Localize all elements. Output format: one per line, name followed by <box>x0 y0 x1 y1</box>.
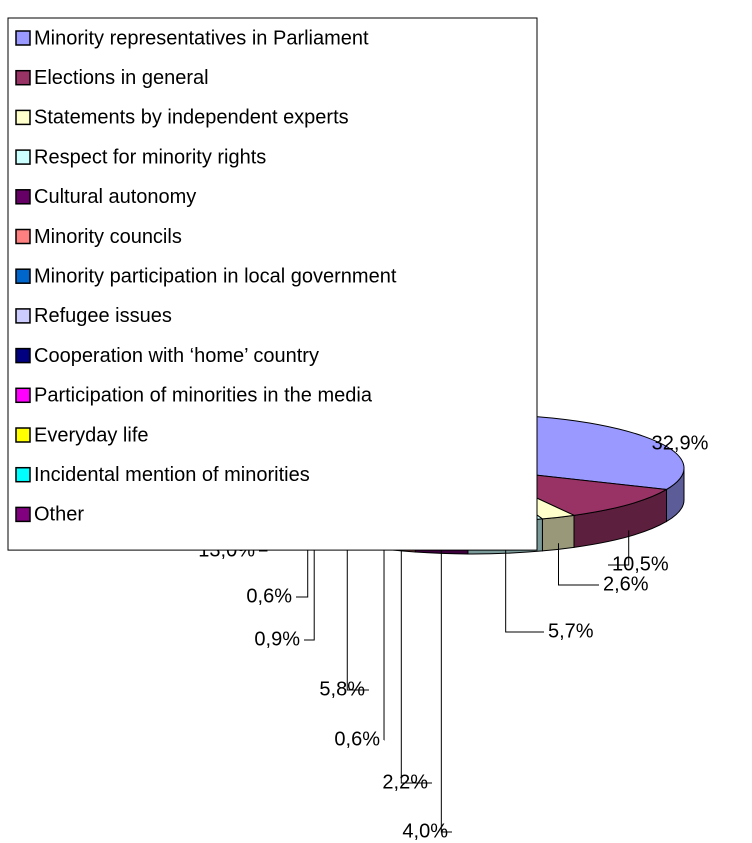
leader-line <box>440 547 452 833</box>
data-label: 2,6% <box>603 573 649 595</box>
data-label: 10,5% <box>612 553 669 575</box>
leader-line <box>346 537 369 691</box>
legend-swatch <box>15 466 31 483</box>
legend-label: Minority councils <box>34 226 182 248</box>
legend-label: Participation of minorities in the media <box>34 385 373 407</box>
data-label: 4,0% <box>402 820 448 842</box>
data-label: 2,2% <box>382 771 428 793</box>
legend-label: Respect for minority rights <box>34 146 266 168</box>
data-label: 0,6% <box>334 728 380 750</box>
legend-box <box>7 17 538 551</box>
legend-label: Incidental mention of minorities <box>34 464 310 486</box>
legend-swatch <box>15 308 31 324</box>
legend-label: Elections in general <box>34 67 209 89</box>
data-label: 32,9% <box>652 432 709 454</box>
legend-label: Minority participation in local governme… <box>34 265 397 287</box>
leader-line <box>400 544 432 784</box>
legend-swatch <box>15 347 31 364</box>
legend-swatch <box>15 149 31 165</box>
legend-label: Statements by independent experts <box>34 107 349 129</box>
legend-label: Other <box>34 504 84 526</box>
leader-line <box>304 530 315 641</box>
data-label: 5,7% <box>548 620 594 642</box>
data-label: 0,6% <box>246 585 292 607</box>
leader-line <box>557 543 599 586</box>
legend-swatch <box>15 109 31 126</box>
legend-swatch <box>15 69 31 86</box>
leader-line <box>296 528 309 598</box>
legend-swatch <box>15 228 31 245</box>
legend-swatch <box>15 506 31 523</box>
legend-label: Refugee issues <box>34 305 172 327</box>
legend-swatch <box>15 268 31 284</box>
legend-label: Everyday life <box>34 424 149 446</box>
legend-label: Minority representatives in Parliament <box>34 27 369 49</box>
legend-swatch <box>15 189 31 205</box>
legend-swatch <box>15 427 31 443</box>
leader-line <box>505 547 544 633</box>
legend-swatch <box>15 30 31 46</box>
legend-label: Cooperation with ‘home’ country <box>34 345 319 367</box>
legend: Minority representatives in Parliament El… <box>7 17 538 551</box>
leader-line <box>608 530 630 566</box>
data-label: 5,8% <box>319 678 365 700</box>
legend-swatch <box>15 387 31 404</box>
data-label: 0,9% <box>254 628 300 650</box>
legend-label: Cultural autonomy <box>34 186 196 208</box>
